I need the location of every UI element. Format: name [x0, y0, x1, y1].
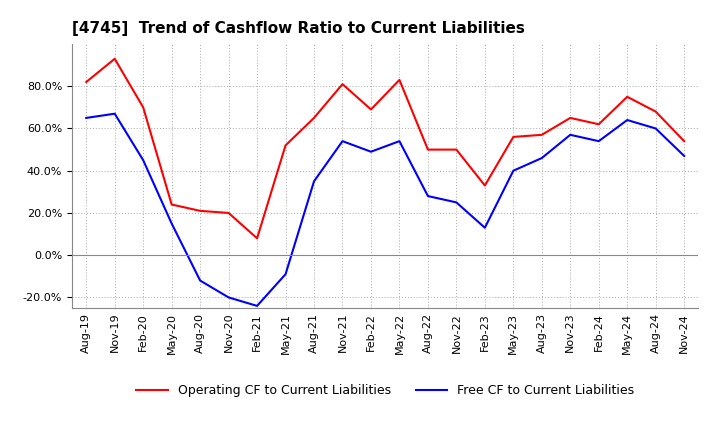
Operating CF to Current Liabilities — [139, 105, 148, 110]
Operating CF to Current Liabilities — [566, 115, 575, 121]
Operating CF to Current Liabilities — [480, 183, 489, 188]
Free CF to Current Liabilities — [139, 158, 148, 163]
Operating CF to Current Liabilities — [366, 107, 375, 112]
Operating CF to Current Liabilities — [310, 115, 318, 121]
Free CF to Current Liabilities — [253, 303, 261, 308]
Operating CF to Current Liabilities — [225, 210, 233, 216]
Free CF to Current Liabilities — [366, 149, 375, 154]
Operating CF to Current Liabilities — [623, 94, 631, 99]
Operating CF to Current Liabilities — [595, 121, 603, 127]
Operating CF to Current Liabilities — [452, 147, 461, 152]
Operating CF to Current Liabilities — [423, 147, 432, 152]
Free CF to Current Liabilities — [338, 139, 347, 144]
Operating CF to Current Liabilities — [282, 143, 290, 148]
Free CF to Current Liabilities — [167, 221, 176, 226]
Legend: Operating CF to Current Liabilities, Free CF to Current Liabilities: Operating CF to Current Liabilities, Fre… — [131, 379, 639, 402]
Free CF to Current Liabilities — [82, 115, 91, 121]
Free CF to Current Liabilities — [282, 271, 290, 277]
Free CF to Current Liabilities — [225, 295, 233, 300]
Operating CF to Current Liabilities — [680, 139, 688, 144]
Operating CF to Current Liabilities — [652, 109, 660, 114]
Operating CF to Current Liabilities — [82, 79, 91, 84]
Operating CF to Current Liabilities — [338, 81, 347, 87]
Free CF to Current Liabilities — [623, 117, 631, 123]
Operating CF to Current Liabilities — [395, 77, 404, 83]
Free CF to Current Liabilities — [452, 200, 461, 205]
Free CF to Current Liabilities — [652, 126, 660, 131]
Text: [4745]  Trend of Cashflow Ratio to Current Liabilities: [4745] Trend of Cashflow Ratio to Curren… — [72, 21, 525, 36]
Operating CF to Current Liabilities — [537, 132, 546, 137]
Operating CF to Current Liabilities — [509, 134, 518, 139]
Operating CF to Current Liabilities — [253, 236, 261, 241]
Free CF to Current Liabilities — [423, 194, 432, 199]
Free CF to Current Liabilities — [480, 225, 489, 231]
Free CF to Current Liabilities — [310, 179, 318, 184]
Free CF to Current Liabilities — [395, 139, 404, 144]
Free CF to Current Liabilities — [680, 153, 688, 158]
Line: Operating CF to Current Liabilities: Operating CF to Current Liabilities — [86, 59, 684, 238]
Operating CF to Current Liabilities — [110, 56, 119, 62]
Free CF to Current Liabilities — [196, 278, 204, 283]
Free CF to Current Liabilities — [537, 155, 546, 161]
Operating CF to Current Liabilities — [196, 208, 204, 213]
Line: Free CF to Current Liabilities: Free CF to Current Liabilities — [86, 114, 684, 306]
Free CF to Current Liabilities — [566, 132, 575, 137]
Operating CF to Current Liabilities — [167, 202, 176, 207]
Free CF to Current Liabilities — [595, 139, 603, 144]
Free CF to Current Liabilities — [110, 111, 119, 116]
Free CF to Current Liabilities — [509, 168, 518, 173]
